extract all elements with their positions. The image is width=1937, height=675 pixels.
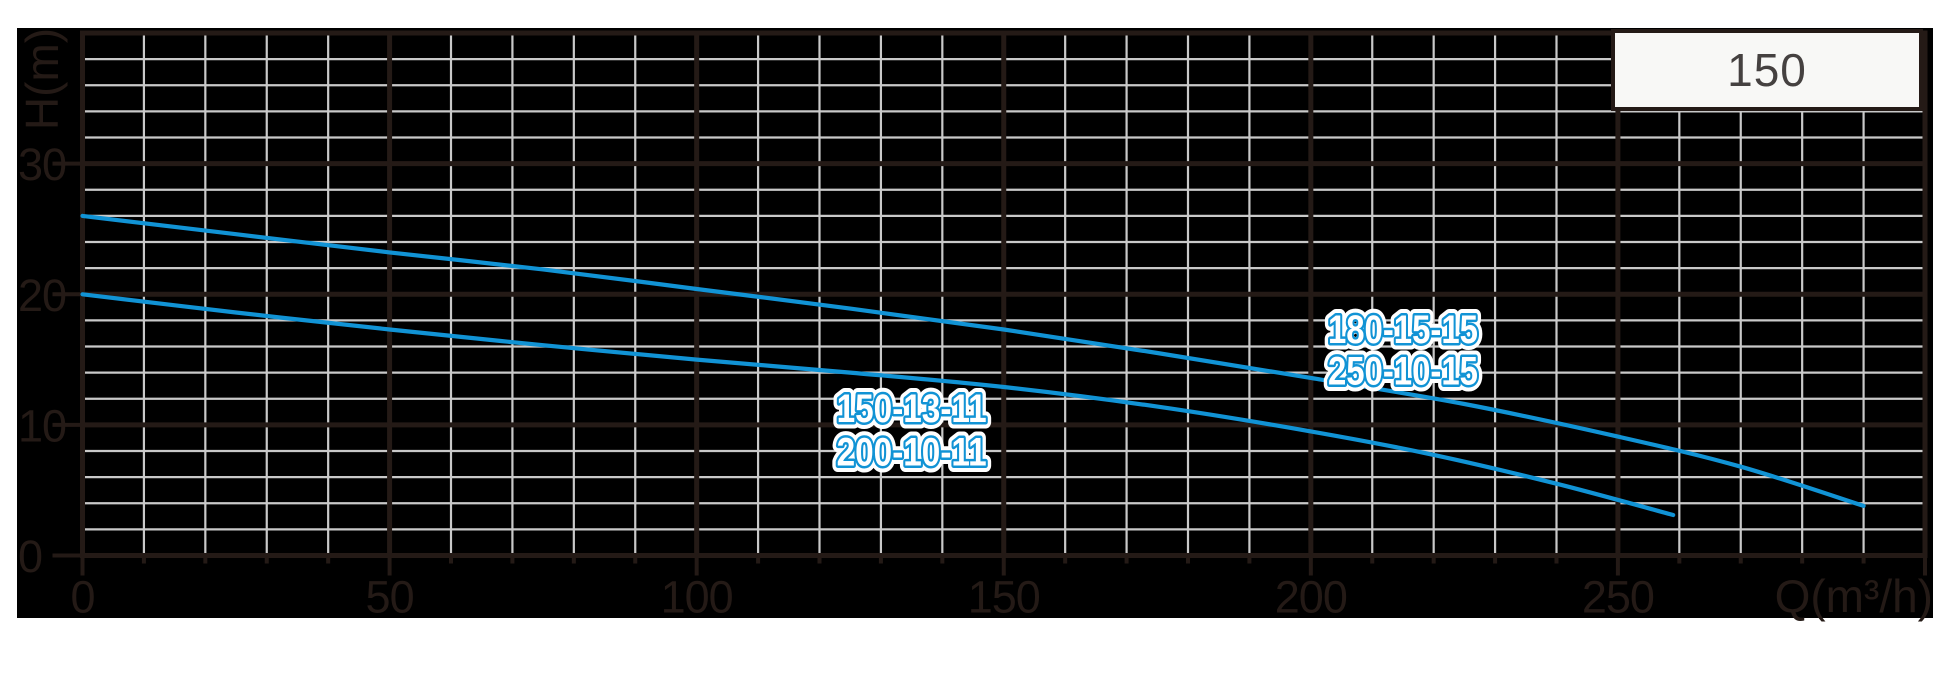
- y-tick-label: 10: [18, 400, 66, 451]
- curve-180-15-15-250-10-15: [80, 213, 1866, 508]
- curve-label: 200-10-11: [837, 430, 987, 474]
- x-axis-title: Q(m³/h): [1775, 570, 1933, 622]
- curve-model-labels: 180-15-15180-15-15250-10-15250-10-15150-…: [830, 302, 1484, 481]
- x-tick-label: 100: [661, 572, 733, 623]
- major-gridlines: [82, 33, 1925, 556]
- curve-label: 250-10-15: [1328, 349, 1478, 393]
- y-axis-title: H(m): [16, 28, 68, 130]
- x-axis-tick-labels: 0 50 100 150 200 250: [70, 572, 1654, 623]
- curve-label-halo: 180-15-15: [1328, 308, 1478, 352]
- x-tick-label: 150: [968, 572, 1040, 623]
- y-axis-tick-labels: 30 20 10 0: [18, 139, 67, 582]
- y-tick-label: 0: [18, 531, 42, 582]
- curve-label: 180-15-15: [1328, 308, 1478, 352]
- model-box-label: 150: [1727, 44, 1807, 96]
- curve-150-13-11-200-10-11: [80, 292, 1676, 518]
- y-tick-label: 30: [18, 139, 66, 190]
- model-box: 150: [1611, 29, 1923, 111]
- curve-label-halo: 250-10-15: [1328, 349, 1478, 393]
- pump-curves: [80, 213, 1866, 518]
- curve-label-halo: 150-13-11: [837, 387, 987, 431]
- y-tick-label: 20: [18, 270, 66, 321]
- x-tick-label: 0: [70, 572, 94, 623]
- x-tick-label: 200: [1275, 572, 1347, 623]
- x-tick-label: 250: [1582, 572, 1654, 623]
- curve-label-halo: 200-10-11: [837, 430, 987, 474]
- curve-label: 150-13-11: [837, 387, 987, 431]
- x-tick-label: 50: [366, 572, 414, 623]
